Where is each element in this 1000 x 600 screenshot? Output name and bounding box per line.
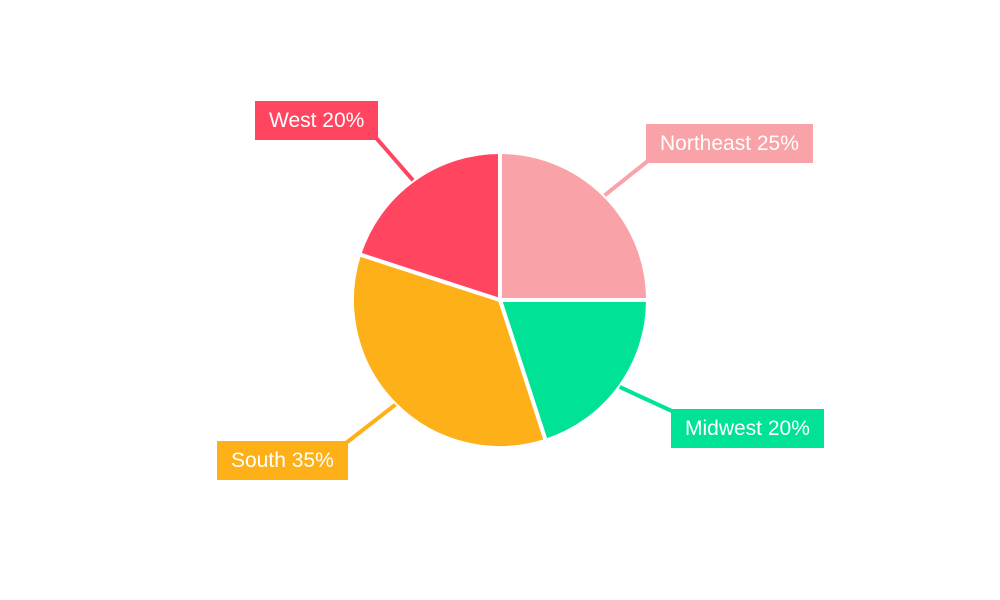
pie-label-south: South 35% [217, 441, 348, 480]
pie-slice-south[interactable] [350, 252, 548, 450]
pie-slice-midwest[interactable] [498, 298, 650, 443]
pie-label-line-midwest [618, 385, 675, 414]
pie-label-northeast: Northeast 25% [646, 124, 813, 163]
pie-label-line-northeast [603, 158, 651, 197]
pie-label-west: West 20% [255, 101, 379, 140]
pie-label-midwest: Midwest 20% [671, 409, 824, 448]
pie-slice-northeast[interactable] [498, 150, 650, 302]
pie-slice-west[interactable] [357, 150, 502, 302]
pie-label-line-west [373, 135, 415, 182]
pie-label-line-south [343, 403, 397, 446]
